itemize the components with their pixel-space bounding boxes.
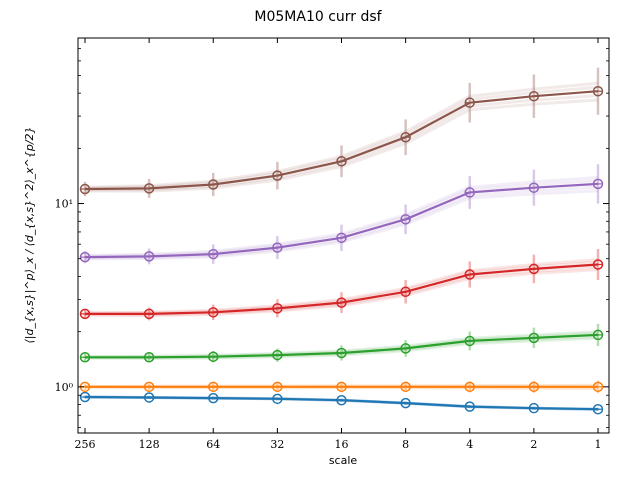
series-4-band (84, 268, 599, 318)
x-tick-label: 256 (75, 438, 96, 451)
x-tick-label: 32 (270, 438, 284, 451)
x-tick-label: 8 (402, 438, 409, 451)
x-tick-label: 2 (530, 438, 537, 451)
y-tick-label: 10¹ (55, 198, 73, 211)
series-3-band (84, 330, 599, 358)
series-6-band (84, 85, 599, 190)
x-tick-label: 16 (335, 438, 349, 451)
chart-title: M05MA10 curr dsf (254, 9, 382, 25)
x-axis-label: scale (329, 454, 358, 467)
series-5 (79, 164, 604, 265)
y-tick-label: 10⁰ (55, 381, 74, 394)
y-axis-label: ⟨|d_{x,s}|^p⟩_x / ⟨d_{x,s}^2⟩_x^{p/2} (23, 126, 36, 343)
y-axis: 10⁰ 10¹ (55, 37, 609, 428)
series-4 (79, 248, 604, 321)
series-2 (79, 380, 604, 394)
series-3-band (84, 336, 599, 360)
series-1 (79, 391, 604, 415)
x-tick-label: 1 (595, 438, 602, 451)
x-tick-label: 4 (466, 438, 473, 451)
x-axis: 256 128 64 32 16 8 4 2 1 (75, 38, 602, 451)
x-tick-label: 128 (139, 438, 160, 451)
series-6 (79, 67, 604, 198)
plot-frame (77, 37, 610, 434)
y-axis-label-text: ⟨|d_{x,s}|^p⟩_x / ⟨d_{x,s}^2⟩_x^{p/2} (23, 126, 36, 343)
series-3 (79, 323, 604, 363)
series-5-band (84, 185, 599, 260)
series-4-band (84, 258, 599, 315)
series-layer (79, 67, 604, 415)
series-6-band (84, 98, 599, 193)
series-6-band (84, 94, 599, 192)
series-5-band (84, 179, 599, 258)
x-tick-label: 64 (206, 438, 220, 451)
